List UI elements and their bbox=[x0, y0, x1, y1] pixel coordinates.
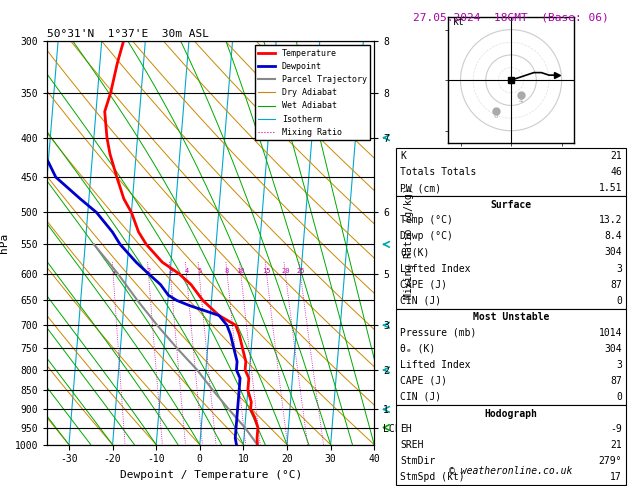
Text: 27.05.2024  18GMT  (Base: 06): 27.05.2024 18GMT (Base: 06) bbox=[413, 12, 609, 22]
Text: 3: 3 bbox=[168, 267, 172, 274]
X-axis label: Dewpoint / Temperature (°C): Dewpoint / Temperature (°C) bbox=[120, 470, 302, 480]
Text: 0: 0 bbox=[616, 392, 622, 402]
Text: StmDir: StmDir bbox=[400, 456, 435, 466]
Text: Most Unstable: Most Unstable bbox=[473, 312, 549, 322]
Legend: Temperature, Dewpoint, Parcel Trajectory, Dry Adiabat, Wet Adiabat, Isotherm, Mi: Temperature, Dewpoint, Parcel Trajectory… bbox=[255, 46, 370, 140]
Text: 3: 3 bbox=[616, 360, 622, 370]
Text: kt: kt bbox=[453, 17, 465, 27]
Text: EH: EH bbox=[400, 424, 412, 434]
Text: 46: 46 bbox=[610, 167, 622, 177]
Text: 279°: 279° bbox=[599, 456, 622, 466]
Text: 4: 4 bbox=[184, 267, 189, 274]
Text: Mixing Ratio (g/kg): Mixing Ratio (g/kg) bbox=[404, 187, 414, 299]
Text: 15: 15 bbox=[262, 267, 271, 274]
Text: 3: 3 bbox=[616, 263, 622, 274]
Text: 8: 8 bbox=[225, 267, 229, 274]
Text: Pressure (mb): Pressure (mb) bbox=[400, 328, 476, 338]
Text: 5: 5 bbox=[197, 267, 201, 274]
Text: Totals Totals: Totals Totals bbox=[400, 167, 476, 177]
Text: 21: 21 bbox=[610, 151, 622, 161]
Text: 304: 304 bbox=[604, 247, 622, 258]
Text: 13.2: 13.2 bbox=[599, 215, 622, 226]
Y-axis label: hPa: hPa bbox=[0, 233, 9, 253]
Text: CIN (J): CIN (J) bbox=[400, 295, 441, 306]
Text: CAPE (J): CAPE (J) bbox=[400, 279, 447, 290]
Text: Hodograph: Hodograph bbox=[484, 409, 538, 418]
Text: Lifted Index: Lifted Index bbox=[400, 360, 470, 370]
Text: 1: 1 bbox=[111, 267, 115, 274]
Y-axis label: km
ASL: km ASL bbox=[417, 232, 435, 254]
Text: 20: 20 bbox=[281, 267, 289, 274]
Text: 6: 6 bbox=[494, 113, 498, 119]
Text: CAPE (J): CAPE (J) bbox=[400, 376, 447, 386]
Text: θₑ(K): θₑ(K) bbox=[400, 247, 430, 258]
Text: © weatheronline.co.uk: © weatheronline.co.uk bbox=[449, 466, 573, 476]
Text: 21: 21 bbox=[610, 440, 622, 450]
Text: 87: 87 bbox=[610, 279, 622, 290]
Text: Temp (°C): Temp (°C) bbox=[400, 215, 453, 226]
Text: PW (cm): PW (cm) bbox=[400, 183, 441, 193]
Text: Lifted Index: Lifted Index bbox=[400, 263, 470, 274]
Text: Dewp (°C): Dewp (°C) bbox=[400, 231, 453, 242]
Text: 304: 304 bbox=[604, 344, 622, 354]
Text: 0: 0 bbox=[616, 295, 622, 306]
Text: 25: 25 bbox=[296, 267, 304, 274]
Text: θₑ (K): θₑ (K) bbox=[400, 344, 435, 354]
Text: SREH: SREH bbox=[400, 440, 423, 450]
Text: 1.51: 1.51 bbox=[599, 183, 622, 193]
Text: K: K bbox=[400, 151, 406, 161]
Text: 17: 17 bbox=[610, 472, 622, 482]
Text: -9: -9 bbox=[610, 424, 622, 434]
Text: 2: 2 bbox=[147, 267, 150, 274]
Text: 50°31'N  1°37'E  30m ASL: 50°31'N 1°37'E 30m ASL bbox=[47, 29, 209, 39]
Text: Surface: Surface bbox=[491, 200, 532, 210]
Text: 8.4: 8.4 bbox=[604, 231, 622, 242]
Text: 4: 4 bbox=[519, 98, 523, 104]
Text: StmSpd (kt): StmSpd (kt) bbox=[400, 472, 465, 482]
Text: 10: 10 bbox=[237, 267, 245, 274]
Text: CIN (J): CIN (J) bbox=[400, 392, 441, 402]
Text: 1014: 1014 bbox=[599, 328, 622, 338]
Text: 87: 87 bbox=[610, 376, 622, 386]
